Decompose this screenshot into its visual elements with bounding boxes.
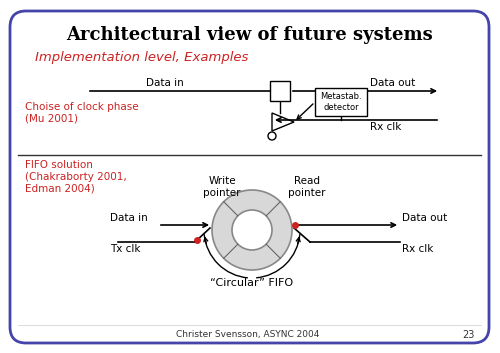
Text: Architectural view of future systems: Architectural view of future systems [66, 26, 434, 44]
Text: Write
pointer: Write pointer [203, 176, 241, 198]
Text: Rx clk: Rx clk [402, 244, 434, 254]
Text: FIFO solution
(Chakraborty 2001,
Edman 2004): FIFO solution (Chakraborty 2001, Edman 2… [25, 160, 127, 193]
Text: Implementation level, Examples: Implementation level, Examples [35, 52, 248, 65]
Text: Metastab.
detector: Metastab. detector [320, 92, 362, 112]
Bar [315, 88, 367, 116]
Text: “Circular” FIFO: “Circular” FIFO [210, 278, 294, 288]
Text: Read
pointer: Read pointer [288, 176, 326, 198]
Text: Data in: Data in [110, 213, 148, 223]
Text: Data out: Data out [370, 78, 415, 88]
Text: Christer Svensson, ASYNC 2004: Christer Svensson, ASYNC 2004 [176, 330, 320, 340]
Polygon shape [272, 113, 294, 131]
Text: Choise of clock phase
(Mu 2001): Choise of clock phase (Mu 2001) [25, 102, 138, 124]
Text: Tx clk: Tx clk [110, 244, 140, 254]
Circle shape [268, 132, 276, 140]
Text: 23: 23 [462, 330, 474, 340]
Circle shape [232, 210, 272, 250]
Text: Data out: Data out [402, 213, 448, 223]
Circle shape [212, 190, 292, 270]
Bar [270, 81, 290, 101]
Text: Data in: Data in [146, 78, 184, 88]
Text: Rx clk: Rx clk [370, 122, 402, 132]
FancyBboxPatch shape [10, 11, 489, 343]
